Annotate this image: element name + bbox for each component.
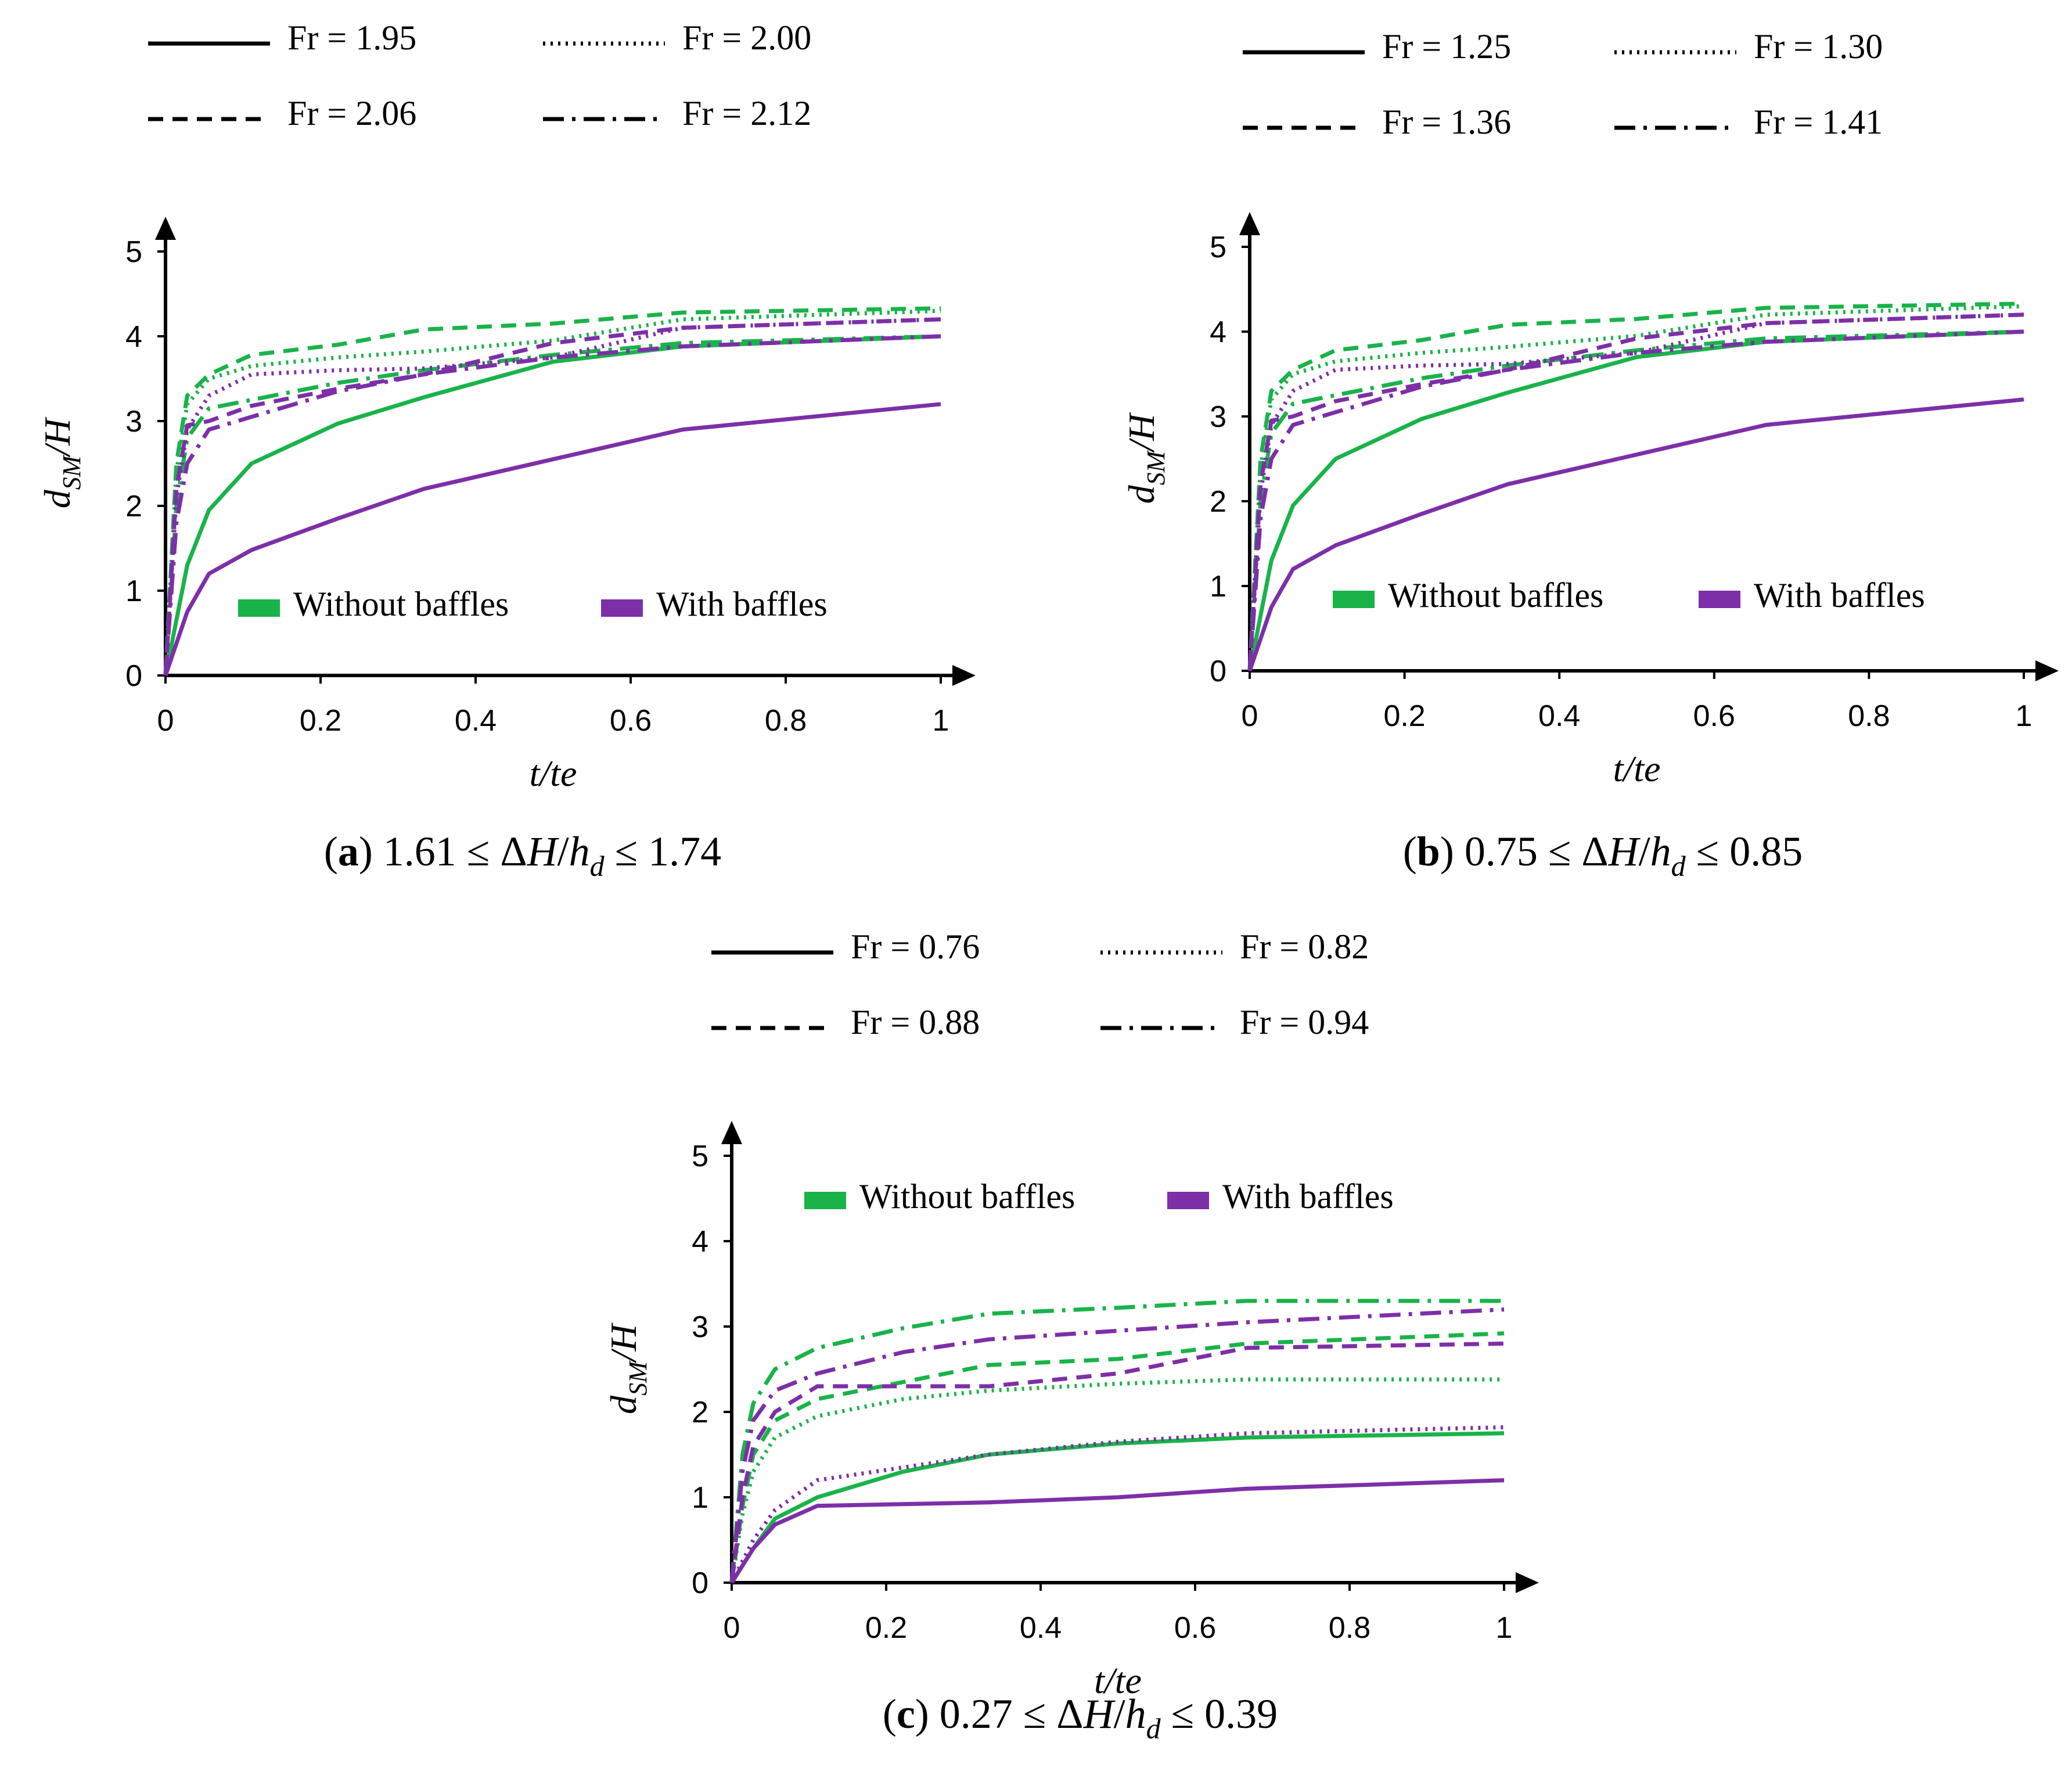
x-tick-label: 0.2 xyxy=(1383,699,1425,733)
series-line-6 xyxy=(163,317,941,676)
y-tick-label: 5 xyxy=(692,1140,708,1173)
y-axis-title: dSM/H xyxy=(1121,412,1170,504)
y-axis-arrow xyxy=(721,1121,742,1144)
x-tick-label: 0.2 xyxy=(300,704,341,738)
x-tick-label: 0.4 xyxy=(455,704,497,738)
color-legend-label-2: With baffles xyxy=(1754,576,1925,614)
fr-legend-label-2: Fr = 0.82 xyxy=(1240,928,1369,966)
y-tick-label: 4 xyxy=(125,320,142,354)
x-tick-label: 0.6 xyxy=(1174,1611,1216,1645)
x-axis-arrow xyxy=(952,665,976,686)
series-line-8 xyxy=(729,1307,1505,1583)
fr-legend-label-4: Fr = 1.41 xyxy=(1754,103,1883,141)
panel-caption: (b) 0.75 ≤ ΔH/hd ≤ 0.85 xyxy=(1403,828,1803,882)
series-line-5 xyxy=(1247,397,2024,672)
y-tick-label: 2 xyxy=(125,490,142,523)
fr-legend-label-2: Fr = 2.00 xyxy=(682,19,811,57)
color-legend-label-2: With baffles xyxy=(656,585,828,623)
x-axis-title: t/te xyxy=(1613,748,1661,789)
color-legend-swatch-1 xyxy=(1333,591,1375,608)
y-axis-title: dSM/H xyxy=(603,1322,652,1414)
x-tick-label: 0 xyxy=(724,1611,740,1645)
color-legend-label-1: Without baffles xyxy=(859,1177,1075,1216)
panel-b: Fr = 1.25 Fr = 1.30 Fr = 1.36 Fr = 1.41 0 0.2… xyxy=(1121,27,2059,882)
x-axis-arrow xyxy=(1516,1572,1539,1593)
y-tick-label: 3 xyxy=(692,1310,708,1344)
y-tick-label: 4 xyxy=(692,1225,708,1259)
series-line-5 xyxy=(163,402,941,677)
fr-legend-label-4: Fr = 2.12 xyxy=(682,94,811,132)
x-tick-label: 0 xyxy=(1242,699,1258,733)
y-tick-label: 1 xyxy=(1210,570,1226,603)
series-line-7 xyxy=(163,317,941,676)
series-line-8 xyxy=(1247,329,2024,671)
y-tick-label: 5 xyxy=(125,235,142,269)
fr-legend-label-2: Fr = 1.30 xyxy=(1754,27,1883,66)
color-legend-swatch-2 xyxy=(1699,591,1740,608)
series-line-6 xyxy=(1247,312,2024,671)
y-axis-arrow xyxy=(155,217,176,240)
x-tick-label: 0.8 xyxy=(765,704,807,738)
x-tick-label: 0.2 xyxy=(865,1611,907,1645)
fr-legend-label-3: Fr = 2.06 xyxy=(287,94,416,132)
color-legend-swatch-1 xyxy=(238,599,280,617)
y-axis-title: dSM/H xyxy=(37,416,86,508)
x-tick-label: 0.4 xyxy=(1020,1611,1062,1645)
x-tick-label: 0 xyxy=(157,704,174,738)
x-tick-label: 0.6 xyxy=(1693,699,1735,733)
series-line-3 xyxy=(1247,301,2024,671)
x-tick-label: 0.8 xyxy=(1329,1611,1370,1645)
x-axis-title: t/te xyxy=(530,753,577,794)
panel-caption: (c) 0.27 ≤ ΔH/hd ≤ 0.39 xyxy=(883,1691,1278,1745)
y-tick-label: 4 xyxy=(1210,315,1226,349)
panel-c: Fr = 0.76 Fr = 0.82 Fr = 0.88 Fr = 0.94 0 0.2… xyxy=(603,928,1539,1745)
x-tick-label: 0.4 xyxy=(1538,699,1580,733)
panel-caption: (a) 1.61 ≤ ΔH/hd ≤ 1.74 xyxy=(324,828,721,882)
y-tick-label: 2 xyxy=(692,1396,708,1429)
fr-legend-label-1: Fr = 1.95 xyxy=(287,19,416,57)
color-legend-label-2: With baffles xyxy=(1222,1177,1394,1216)
y-tick-label: 1 xyxy=(125,574,142,608)
fr-legend-label-1: Fr = 1.25 xyxy=(1382,27,1511,66)
fr-legend-label-3: Fr = 1.36 xyxy=(1382,103,1511,141)
y-tick-label: 3 xyxy=(1210,400,1226,434)
fr-legend-label-1: Fr = 0.76 xyxy=(851,928,980,966)
x-tick-label: 0.6 xyxy=(610,704,652,738)
y-tick-label: 5 xyxy=(1210,231,1226,264)
series-line-5 xyxy=(730,1478,1505,1584)
fr-legend-label-3: Fr = 0.88 xyxy=(851,1003,980,1041)
series-line-2 xyxy=(729,1377,1504,1583)
y-tick-label: 0 xyxy=(125,659,142,693)
x-tick-label: 1 xyxy=(1496,1611,1513,1645)
color-legend-label-1: Without baffles xyxy=(1388,576,1603,614)
color-legend-swatch-2 xyxy=(601,599,643,617)
y-tick-label: 2 xyxy=(1210,485,1226,519)
series-line-2 xyxy=(163,308,941,676)
fr-legend-label-4: Fr = 0.94 xyxy=(1240,1003,1369,1041)
color-legend-swatch-2 xyxy=(1167,1192,1209,1209)
series-line-7 xyxy=(729,1341,1505,1583)
series-line-2 xyxy=(1247,304,2024,671)
series-line-7 xyxy=(1247,312,2024,671)
series-line-3 xyxy=(163,306,941,676)
panel-a: Fr = 1.95 Fr = 2.00 Fr = 2.06 Fr = 2.12 0 0.2… xyxy=(37,19,976,882)
y-tick-label: 1 xyxy=(692,1481,708,1515)
x-tick-label: 1 xyxy=(2016,699,2033,733)
y-tick-label: 3 xyxy=(125,405,142,438)
color-legend-label-1: Without baffles xyxy=(293,585,509,623)
x-axis-title: t/te xyxy=(1094,1660,1142,1701)
x-tick-label: 1 xyxy=(933,704,949,738)
series-line-8 xyxy=(163,334,941,676)
y-tick-label: 0 xyxy=(692,1566,708,1600)
y-tick-label: 0 xyxy=(1210,655,1226,688)
y-axis-arrow xyxy=(1239,212,1260,235)
color-legend-swatch-1 xyxy=(804,1192,846,1209)
x-axis-arrow xyxy=(2035,660,2059,681)
x-tick-label: 0.8 xyxy=(1848,699,1890,733)
